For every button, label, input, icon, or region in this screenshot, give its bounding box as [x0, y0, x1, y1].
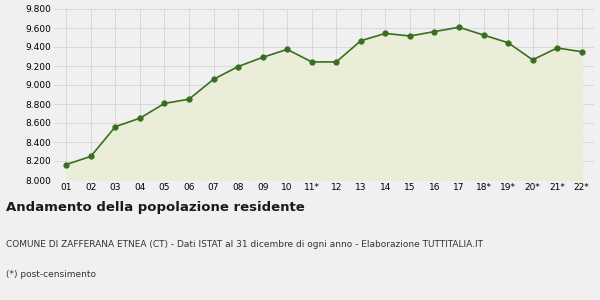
- Text: (*) post-censimento: (*) post-censimento: [6, 270, 96, 279]
- Text: COMUNE DI ZAFFERANA ETNEA (CT) - Dati ISTAT al 31 dicembre di ogni anno - Elabor: COMUNE DI ZAFFERANA ETNEA (CT) - Dati IS…: [6, 240, 483, 249]
- Text: Andamento della popolazione residente: Andamento della popolazione residente: [6, 201, 305, 214]
